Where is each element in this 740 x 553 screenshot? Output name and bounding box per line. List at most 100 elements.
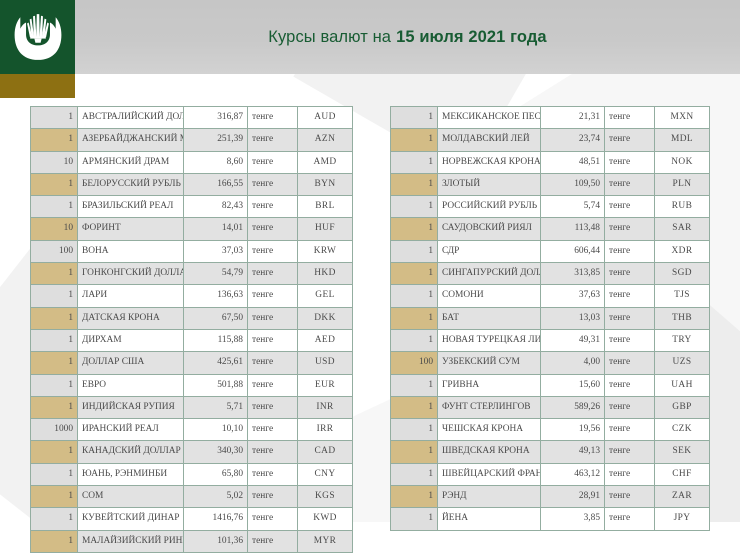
currency-code-cell: HUF [297, 217, 353, 241]
table-row: 1 ЕВРО 501,88 тенге EUR [30, 373, 353, 397]
quantity-cell: 1 [30, 128, 78, 152]
rate-value-cell: 14,01 [183, 217, 248, 241]
table-row: 1000 ИРАНСКИЙ РЕАЛ 10,10 тенге IRR [30, 418, 353, 442]
quantity-cell: 100 [390, 351, 438, 375]
currency-name-cell: ЕВРО [77, 373, 184, 397]
table-row: 1 ДАТСКАЯ КРОНА 67,50 тенге DKK [30, 306, 353, 330]
table-row: 1 БЕЛОРУССКИЙ РУБЛЬ 166,55 тенге BYN [30, 172, 353, 197]
currency-name-cell: ФУНТ СТЕРЛИНГОВ [437, 395, 541, 420]
currency-code-cell: HKD [297, 262, 353, 286]
currency-code-cell: AUD [297, 105, 353, 130]
quantity-cell: 10 [30, 150, 78, 174]
currency-name-cell: ГРИВНА [437, 373, 541, 397]
unit-cell: тенге [247, 529, 298, 553]
quantity-cell: 1 [390, 395, 438, 420]
rate-value-cell: 501,88 [183, 373, 248, 397]
rate-value-cell: 10,10 [183, 418, 248, 442]
unit-cell: тенге [604, 507, 655, 531]
currency-code-cell: TJS [654, 284, 710, 308]
rate-value-cell: 49,13 [540, 440, 605, 464]
quantity-cell: 1 [30, 507, 78, 531]
currency-name-cell: ИРАНСКИЙ РЕАЛ [77, 418, 184, 442]
currency-code-cell: USD [297, 351, 353, 375]
rate-value-cell: 54,79 [183, 262, 248, 286]
rate-value-cell: 109,50 [540, 172, 605, 197]
currency-name-cell: СИНГАПУРСКИЙ ДОЛЛАР [437, 262, 541, 286]
table-row: 100 ВОНА 37,03 тенге KRW [30, 239, 353, 264]
currency-code-cell: PLN [654, 172, 710, 197]
rate-value-cell: 49,31 [540, 328, 605, 353]
rate-value-cell: 113,48 [540, 217, 605, 241]
unit-cell: тенге [247, 172, 298, 197]
currency-code-cell: NOK [654, 150, 710, 174]
currency-code-cell: KRW [297, 239, 353, 264]
unit-cell: тенге [604, 239, 655, 264]
rate-value-cell: 13,03 [540, 306, 605, 330]
rate-value-cell: 23,74 [540, 128, 605, 152]
currency-code-cell: EUR [297, 373, 353, 397]
currency-code-cell: INR [297, 395, 353, 420]
table-row: 1 ИНДИЙСКАЯ РУПИЯ 5,71 тенге INR [30, 395, 353, 420]
unit-cell: тенге [604, 395, 655, 420]
currency-code-cell: BYN [297, 172, 353, 197]
quantity-cell: 1 [390, 485, 438, 509]
quantity-cell: 100 [30, 239, 78, 264]
page-title-date: 15 июля 2021 года [396, 27, 547, 46]
table-row: 1 РОССИЙСКИЙ РУБЛЬ 5,74 тенге RUB [390, 195, 710, 219]
currency-name-cell: РОССИЙСКИЙ РУБЛЬ [437, 195, 541, 219]
quantity-cell: 1 [30, 105, 78, 130]
unit-cell: тенге [247, 284, 298, 308]
currency-name-cell: ИНДИЙСКАЯ РУПИЯ [77, 395, 184, 420]
table-row: 1 РЭНД 28,91 тенге ZAR [390, 485, 710, 509]
unit-cell: тенге [604, 128, 655, 152]
currency-name-cell: СОМ [77, 485, 184, 509]
rate-value-cell: 5,71 [183, 395, 248, 420]
quantity-cell: 1 [390, 262, 438, 286]
currency-code-cell: UAH [654, 373, 710, 397]
rate-value-cell: 15,60 [540, 373, 605, 397]
currency-name-cell: РЭНД [437, 485, 541, 509]
rate-value-cell: 28,91 [540, 485, 605, 509]
currency-name-cell: СДР [437, 239, 541, 264]
unit-cell: тенге [604, 262, 655, 286]
table-row: 1 МОЛДАВСКИЙ ЛЕЙ 23,74 тенге MDL [390, 128, 710, 152]
unit-cell: тенге [604, 462, 655, 487]
currency-code-cell: AED [297, 328, 353, 353]
quantity-cell: 1 [30, 328, 78, 353]
table-row: 1 ШВЕЙЦАРСКИЙ ФРАНК 463,12 тенге CHF [390, 462, 710, 487]
rate-value-cell: 1416,76 [183, 507, 248, 531]
page-title: Курсы валют на 15 июля 2021 года [75, 0, 740, 74]
rate-value-cell: 37,63 [540, 284, 605, 308]
rate-value-cell: 8,60 [183, 150, 248, 174]
table-row: 1 СОМОНИ 37,63 тенге TJS [390, 284, 710, 308]
currency-code-cell: SAR [654, 217, 710, 241]
currency-code-cell: IRR [297, 418, 353, 442]
currency-code-cell: RUB [654, 195, 710, 219]
unit-cell: тенге [247, 440, 298, 464]
table-row: 1 ШВЕДСКАЯ КРОНА 49,13 тенге SEK [390, 440, 710, 464]
currency-code-cell: SGD [654, 262, 710, 286]
unit-cell: тенге [247, 195, 298, 219]
quantity-cell: 1 [390, 462, 438, 487]
table-row: 1 БРАЗИЛЬСКИЙ РЕАЛ 82,43 тенге BRL [30, 195, 353, 219]
unit-cell: тенге [604, 418, 655, 442]
unit-cell: тенге [604, 217, 655, 241]
table-row: 1 ФУНТ СТЕРЛИНГОВ 589,26 тенге GBP [390, 395, 710, 420]
rate-value-cell: 166,55 [183, 172, 248, 197]
quantity-cell: 1 [390, 284, 438, 308]
quantity-cell: 1 [30, 485, 78, 509]
unit-cell: тенге [247, 418, 298, 442]
unit-cell: тенге [604, 284, 655, 308]
rate-value-cell: 82,43 [183, 195, 248, 219]
table-row: 1 МЕКСИКАНСКОЕ ПЕСО 21,31 тенге MXN [390, 105, 710, 130]
currency-name-cell: ДИРХАМ [77, 328, 184, 353]
currency-name-cell: ФОРИНТ [77, 217, 184, 241]
currency-name-cell: КУВЕЙТСКИЙ ДИНАР [77, 507, 184, 531]
quantity-cell: 1 [390, 239, 438, 264]
table-row: 1 КАНАДСКИЙ ДОЛЛАР 340,30 тенге CAD [30, 440, 353, 464]
rate-value-cell: 251,39 [183, 128, 248, 152]
currency-table-right: 1 МЕКСИКАНСКОЕ ПЕСО 21,31 тенге MXN 1 МОЛДАВСК… [390, 105, 710, 531]
